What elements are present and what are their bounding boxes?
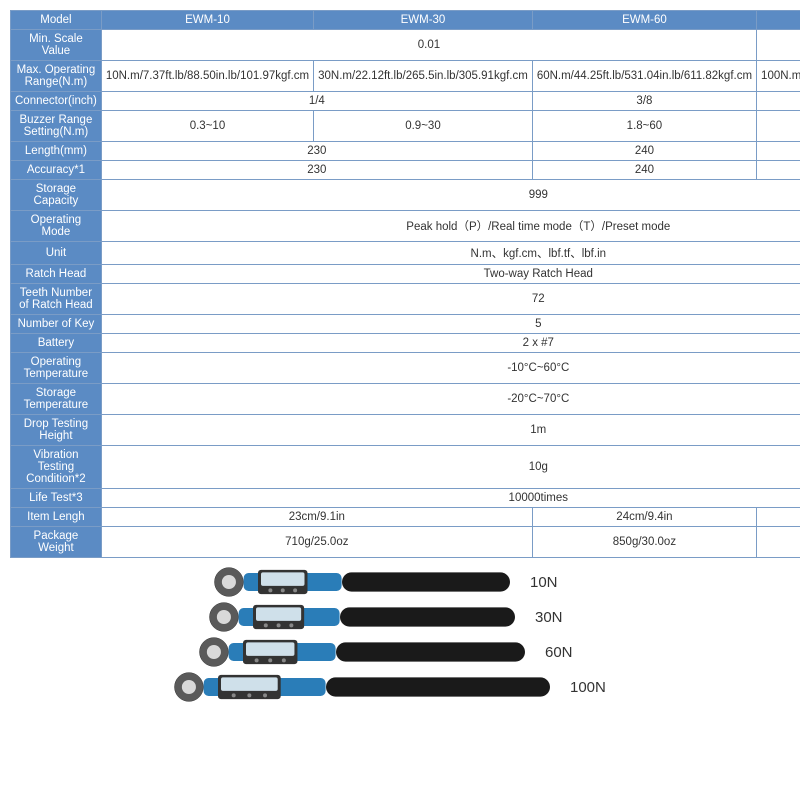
table-row: Drop Testing Height1m [11, 415, 800, 446]
cell: 0.3~10 [101, 111, 313, 142]
cell: -10°C~60°C [101, 353, 800, 384]
cell: 3~100 [757, 111, 800, 142]
table-row: Operating Temperature-10°C~60°C [11, 353, 800, 384]
row-label: Ratch Head [11, 265, 102, 284]
wrench-row: 100N [50, 671, 750, 703]
cell: Peak hold（P）/Real time mode（T）/Preset mo… [101, 211, 800, 242]
cell: 1/2 [757, 92, 800, 111]
cell: 240 [532, 142, 756, 161]
row-label: Unit [11, 242, 102, 265]
cell: 240 [532, 161, 756, 180]
table-row: Ratch HeadTwo-way Ratch Head [11, 265, 800, 284]
table-row: Length(mm)230240285 [11, 142, 800, 161]
cell: 1/4 [101, 92, 532, 111]
cell: 0.01 [101, 30, 756, 61]
wrench-icon [170, 671, 550, 703]
wrench-label: 100N [570, 679, 630, 696]
cell: 30N.m/22.12ft.lb/265.5in.lb/305.91kgf.cm [314, 61, 533, 92]
cell: 0.1 [757, 30, 800, 61]
wrench-row: 10N [50, 566, 750, 598]
cell: 230 [101, 142, 532, 161]
cell: 60N.m/44.25ft.lb/531.04in.lb/611.82kgf.c… [532, 61, 756, 92]
cell: 2 x #7 [101, 334, 800, 353]
table-row: Operating ModePeak hold（P）/Real time mod… [11, 211, 800, 242]
wrench-label: 60N [545, 644, 605, 661]
cell: 710g/25.0oz [101, 527, 532, 558]
table-row: Storage Capacity999 [11, 180, 800, 211]
wrench-illustrations: 10N 30N 60N 100N [10, 566, 790, 703]
cell: 72 [101, 284, 800, 315]
cell: 3/8 [532, 92, 756, 111]
cell: 10g [101, 446, 800, 489]
col-ewm10: EWM-10 [101, 11, 313, 30]
row-label: Length(mm) [11, 142, 102, 161]
cell: 5 [101, 315, 800, 334]
table-row: Life Test*310000times [11, 489, 800, 508]
table-row: Connector(inch)1/43/81/2 [11, 92, 800, 111]
row-label: Number of Key [11, 315, 102, 334]
row-label: Storage Temperature [11, 384, 102, 415]
table-row: Buzzer Range Setting(N.m)0.3~100.9~301.8… [11, 111, 800, 142]
row-label: Max. Operating Range(N.m) [11, 61, 102, 92]
cell: 0.9~30 [314, 111, 533, 142]
cell: 100N.m/73.7ft.lb/885.0in.lb/1019.7kgf.cm [757, 61, 800, 92]
col-ewm60: EWM-60 [532, 11, 756, 30]
wrench-row: 60N [50, 636, 750, 668]
row-label: Teeth Number of Ratch Head [11, 284, 102, 315]
cell: 28.5cm/11.2in [757, 508, 800, 527]
cell: 10N.m/7.37ft.lb/88.50in.lb/101.97kgf.cm [101, 61, 313, 92]
cell: 285 [757, 161, 800, 180]
table-row: UnitN.m、kgf.cm、lbf.tf、lbf.in [11, 242, 800, 265]
table-row: Battery2 x #7 [11, 334, 800, 353]
cell: -20°C~70°C [101, 384, 800, 415]
wrench-icon [205, 601, 515, 633]
header-row: Model EWM-10 EWM-30 EWM-60 EWM-100 [11, 11, 800, 30]
cell: 999 [101, 180, 800, 211]
cell: 850g/30.0oz [532, 527, 756, 558]
table-row: Max. Operating Range(N.m)10N.m/7.37ft.lb… [11, 61, 800, 92]
row-label: Drop Testing Height [11, 415, 102, 446]
row-label: Accuracy*1 [11, 161, 102, 180]
cell: 285 [757, 142, 800, 161]
wrench-label: 10N [530, 574, 590, 591]
wrench-row: 30N [50, 601, 750, 633]
spec-table: Model EWM-10 EWM-30 EWM-60 EWM-100 Min. … [10, 10, 800, 558]
col-ewm30: EWM-30 [314, 11, 533, 30]
table-row: Min. Scale Value0.010.1 [11, 30, 800, 61]
table-row: Package Weight710g/25.0oz850g/30.0oz1100… [11, 527, 800, 558]
table-row: Vibration Testing Condition*210g [11, 446, 800, 489]
row-label: Connector(inch) [11, 92, 102, 111]
col-ewm100: EWM-100 [757, 11, 800, 30]
cell: 24cm/9.4in [532, 508, 756, 527]
row-label: Vibration Testing Condition*2 [11, 446, 102, 489]
spec-body: Min. Scale Value0.010.1Max. Operating Ra… [11, 30, 800, 558]
table-row: Accuracy*1230240285 [11, 161, 800, 180]
table-row: Item Lengh23cm/9.1in24cm/9.4in28.5cm/11.… [11, 508, 800, 527]
wrench-icon [210, 566, 510, 598]
cell: 1100g/38.8oz [757, 527, 800, 558]
row-label: Life Test*3 [11, 489, 102, 508]
col-model: Model [11, 11, 102, 30]
table-row: Teeth Number of Ratch Head72 [11, 284, 800, 315]
row-label: Operating Temperature [11, 353, 102, 384]
row-label: Battery [11, 334, 102, 353]
cell: 1m [101, 415, 800, 446]
cell: N.m、kgf.cm、lbf.tf、lbf.in [101, 242, 800, 265]
row-label: Storage Capacity [11, 180, 102, 211]
row-label: Operating Mode [11, 211, 102, 242]
wrench-icon [195, 636, 525, 668]
table-row: Storage Temperature-20°C~70°C [11, 384, 800, 415]
cell: 230 [101, 161, 532, 180]
row-label: Package Weight [11, 527, 102, 558]
row-label: Min. Scale Value [11, 30, 102, 61]
wrench-label: 30N [535, 609, 595, 626]
cell: 23cm/9.1in [101, 508, 532, 527]
cell: 10000times [101, 489, 800, 508]
cell: 1.8~60 [532, 111, 756, 142]
row-label: Buzzer Range Setting(N.m) [11, 111, 102, 142]
row-label: Item Lengh [11, 508, 102, 527]
cell: Two-way Ratch Head [101, 265, 800, 284]
table-row: Number of Key5 [11, 315, 800, 334]
